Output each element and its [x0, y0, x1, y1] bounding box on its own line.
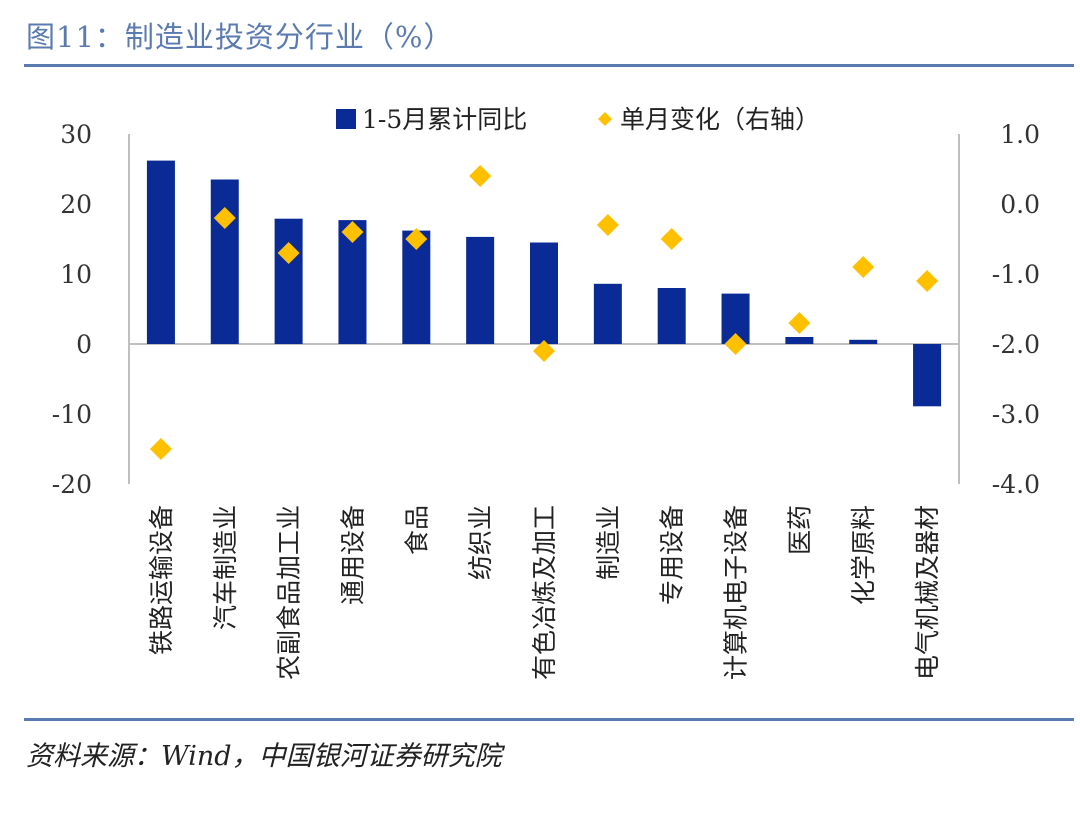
diamond-point	[149, 438, 172, 460]
category-label: 汽车制造业	[211, 505, 240, 630]
legend-bar-label: 1-5月累计同比	[362, 105, 527, 134]
bar	[657, 288, 686, 344]
bar	[593, 283, 622, 344]
diamond-point	[213, 207, 236, 229]
diamond-point	[852, 256, 875, 278]
category-labels: 铁路运输设备 汽车制造业 农副食品加工业 通用设备 食品 纺织业 有色冶炼及加工 制造业 专用设…	[147, 505, 942, 680]
legend-diamond-swatch	[598, 112, 612, 126]
category-label: 制造业	[594, 505, 623, 580]
right-tick-label: 0.0	[1000, 190, 1040, 219]
left-tick-label: 20	[60, 190, 92, 219]
left-tick-label: -10	[52, 400, 92, 429]
bar	[913, 344, 942, 407]
diamond-point	[469, 165, 492, 187]
source-note: 资料来源：Wind，中国银河证券研究院	[26, 741, 502, 772]
diamond-point	[596, 214, 619, 236]
bar	[849, 339, 878, 344]
right-tick-label: -4.0	[992, 470, 1040, 499]
right-tick-label: -3.0	[992, 400, 1040, 429]
diamond-point	[788, 312, 811, 334]
bar	[210, 179, 239, 344]
category-label: 通用设备	[338, 505, 367, 605]
title-divider	[24, 64, 1074, 67]
legend-bar-swatch	[336, 109, 356, 129]
diamond-point	[660, 228, 683, 250]
left-tick-label: 10	[60, 260, 92, 289]
legend: 1-5月累计同比 单月变化（右轴）	[336, 105, 820, 134]
right-tick-label: -2.0	[992, 330, 1040, 359]
category-label: 专用设备	[658, 505, 687, 605]
category-label: 农副食品加工业	[275, 505, 304, 680]
diamond-point	[405, 228, 428, 250]
bar	[785, 337, 814, 344]
diamond-point	[533, 340, 555, 362]
left-axis-ticks: 30 20 10 0 -10 -20	[52, 120, 92, 499]
bar	[146, 160, 175, 344]
right-axis-ticks: 1.0 0.0 -1.0 -2.0 -3.0 -4.0	[992, 120, 1040, 499]
category-label: 铁路运输设备	[147, 505, 176, 655]
category-label: 计算机电子设备	[722, 505, 751, 680]
bar	[530, 242, 558, 344]
bar	[274, 218, 303, 344]
legend-diamond-label: 单月变化（右轴）	[620, 105, 820, 134]
category-label: 医药	[785, 505, 814, 555]
right-tick-label: -1.0	[992, 260, 1040, 289]
diamond-point	[277, 242, 300, 264]
category-label: 有色冶炼及加工	[530, 505, 559, 680]
left-tick-label: 30	[60, 120, 92, 149]
left-tick-label: 0	[76, 330, 92, 359]
source-divider	[24, 718, 1074, 721]
diamond-point	[724, 333, 747, 355]
diamond-series	[149, 165, 939, 460]
chart-title: 图11：制造业投资分行业（%）	[26, 20, 454, 54]
category-label: 电气机械及器材	[913, 505, 942, 680]
category-label: 食品	[402, 505, 431, 555]
right-tick-label: 1.0	[1000, 120, 1040, 149]
bar-series	[146, 160, 942, 407]
category-label: 纺织业	[466, 505, 495, 580]
bar	[466, 236, 495, 344]
left-tick-label: -20	[52, 470, 92, 499]
diamond-point	[916, 270, 939, 292]
category-label: 化学原料	[849, 505, 878, 605]
diamond-point	[341, 221, 364, 243]
